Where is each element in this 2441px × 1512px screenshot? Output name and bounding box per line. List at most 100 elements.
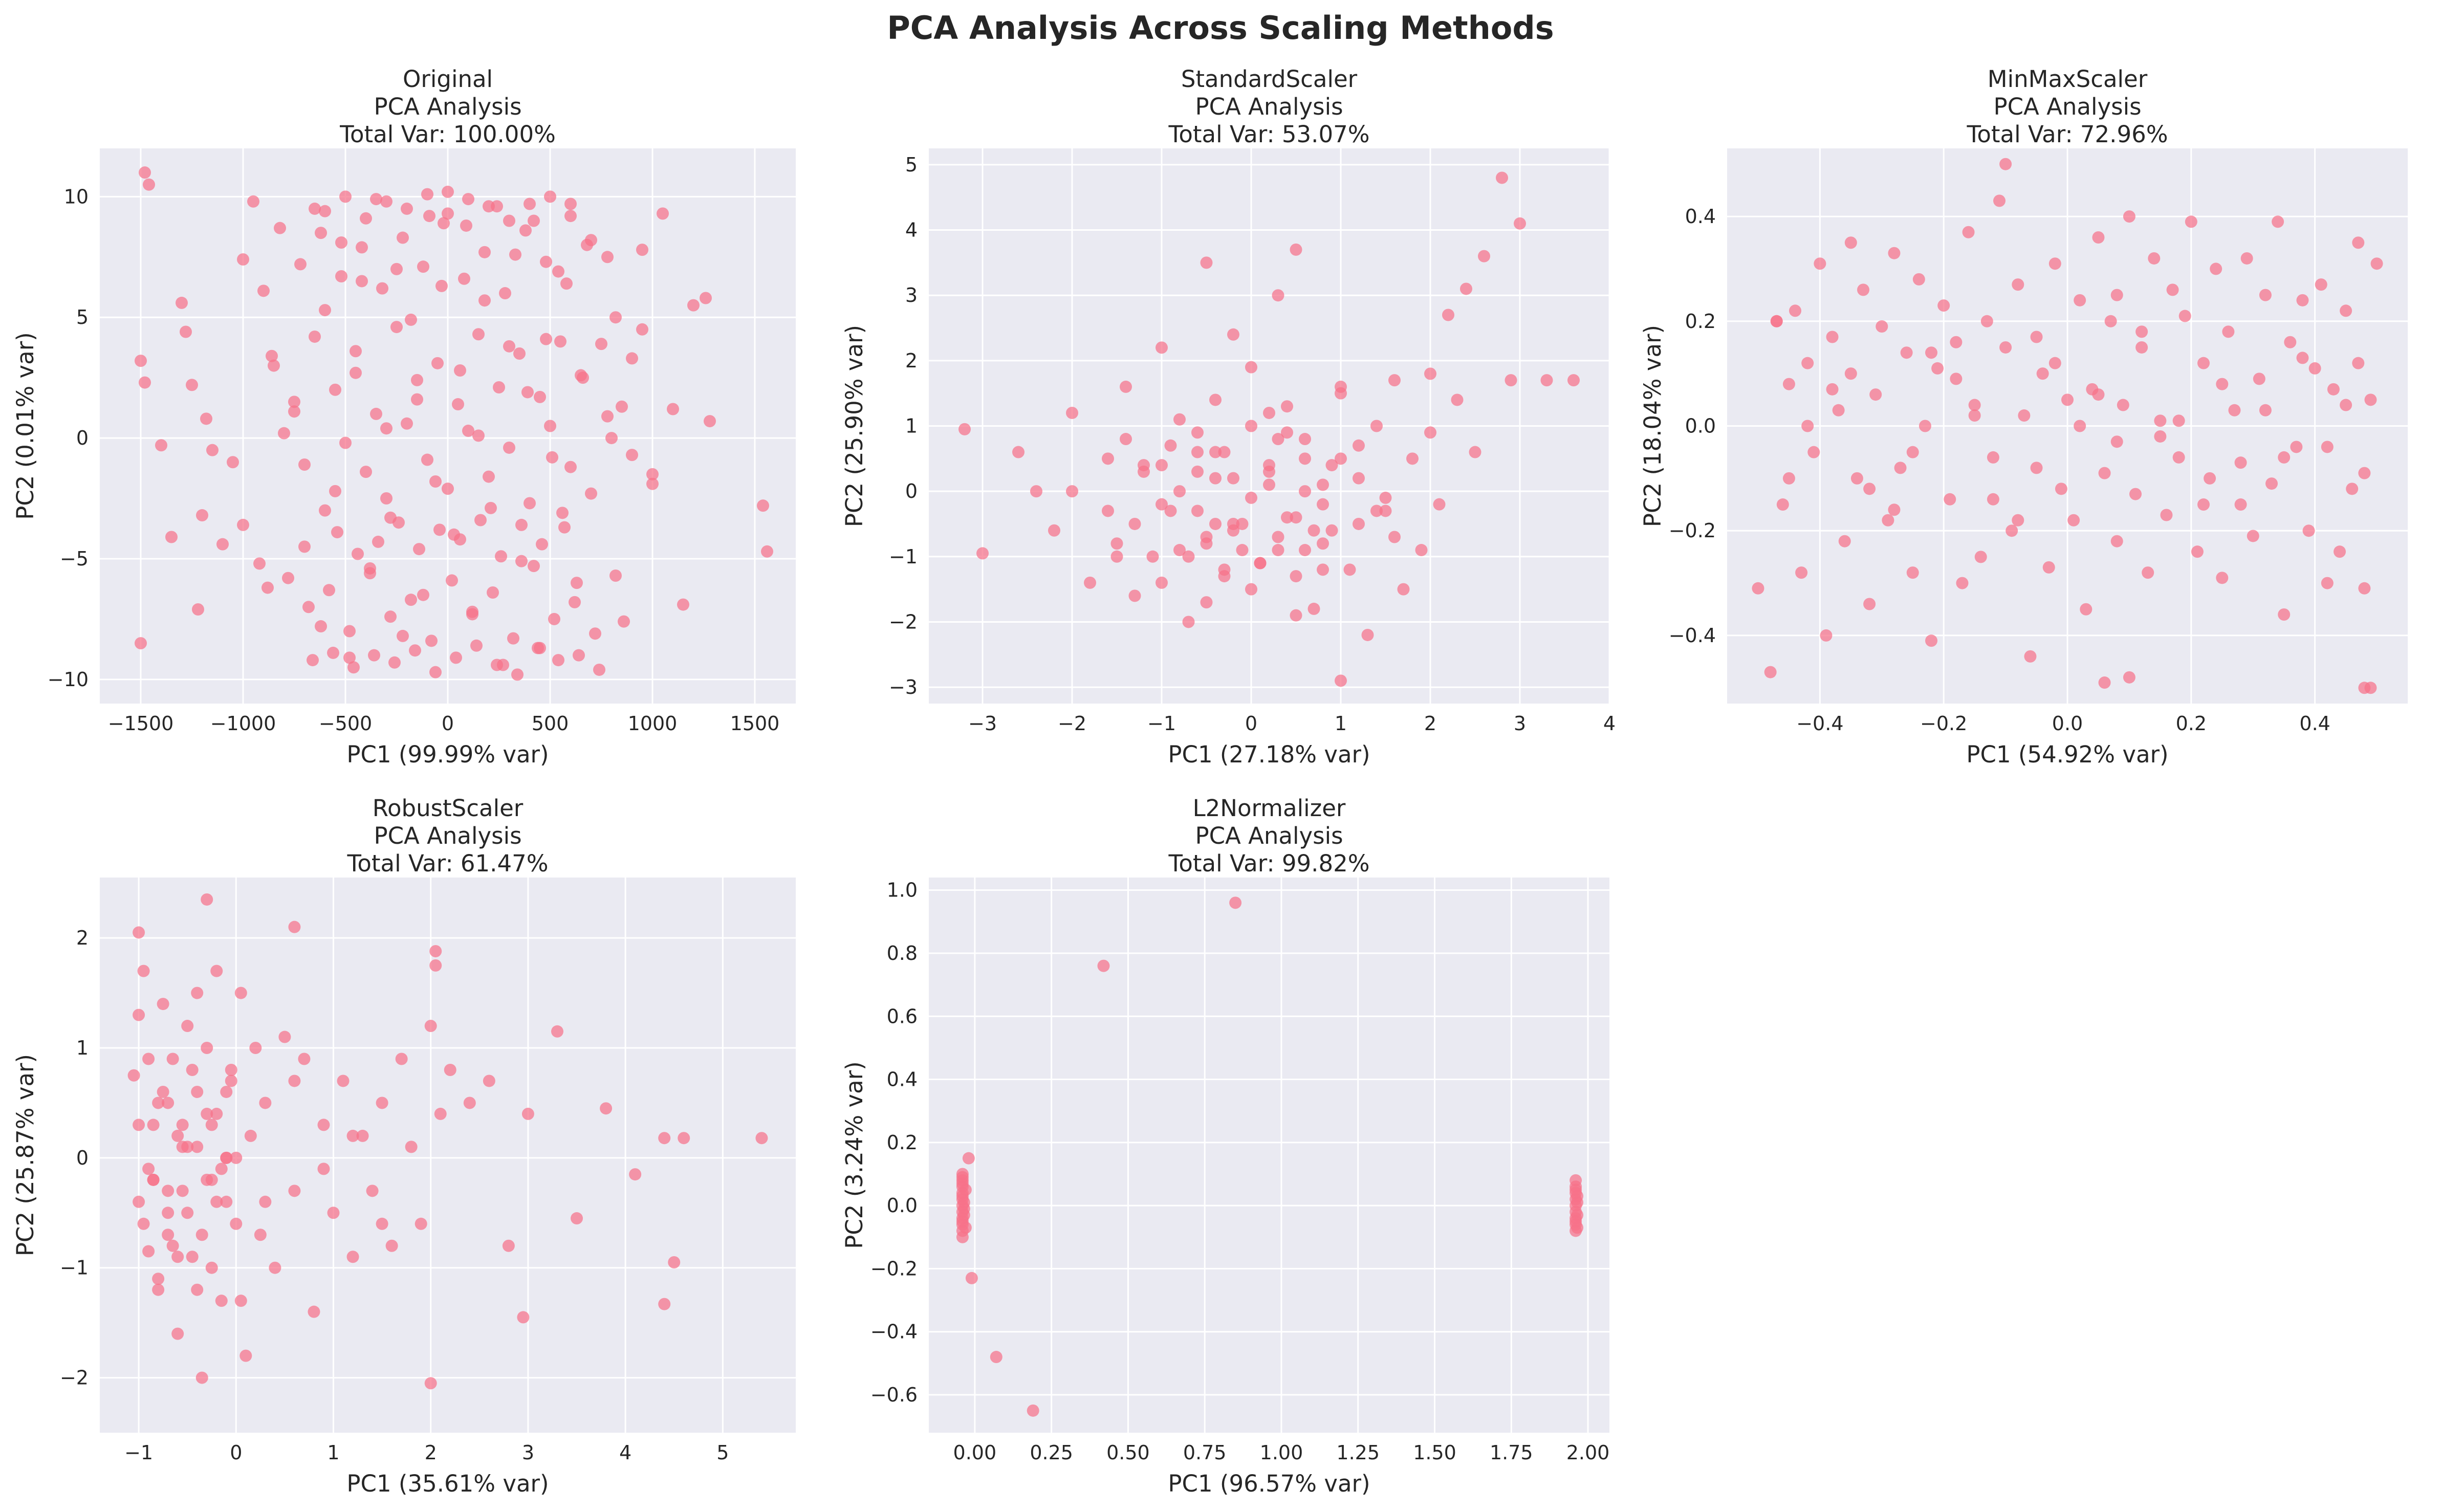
data-point: [1795, 566, 1808, 579]
data-point: [1478, 250, 1490, 262]
data-point: [458, 272, 470, 285]
data-point: [253, 557, 266, 570]
data-point: [1263, 478, 1275, 491]
data-point: [1263, 465, 1275, 478]
data-point: [1173, 413, 1186, 426]
data-point: [1433, 498, 1446, 511]
data-point: [558, 521, 571, 534]
data-point: [1993, 194, 2006, 207]
data-point: [424, 1020, 437, 1033]
scatter-panel-5: 0.00 0.25 0.50 0.75 1.00 1.25 1.50 1.75 2.00 −0.6…: [841, 795, 1609, 1497]
data-point: [2240, 252, 2253, 265]
x-tick-label: −2: [1058, 712, 1086, 735]
data-point: [225, 1063, 237, 1076]
data-point: [278, 1031, 291, 1043]
data-point: [157, 1085, 169, 1098]
data-point: [147, 1173, 160, 1186]
data-point: [380, 492, 393, 505]
data-point: [352, 547, 364, 560]
data-point: [1209, 446, 1222, 458]
data-point: [600, 1102, 613, 1115]
data-point: [215, 1295, 228, 1307]
data-point: [401, 202, 413, 215]
data-point: [2123, 210, 2135, 223]
scatter-panel-4: −1 0 1 2 3 4 5 −2 −1 0 1 2 PC1 (35.61% var) PC2 (25.8…: [12, 795, 796, 1497]
data-point: [1290, 243, 1302, 256]
data-point: [315, 620, 327, 633]
data-point: [249, 1042, 262, 1055]
data-point: [605, 432, 618, 445]
data-point: [959, 1184, 972, 1196]
data-point: [2228, 404, 2241, 417]
data-point: [1128, 517, 1141, 530]
data-point: [1325, 524, 1338, 537]
data-point: [195, 1229, 208, 1241]
data-point: [366, 1185, 379, 1197]
data-point: [1844, 367, 1857, 380]
data-point: [1353, 517, 1365, 530]
data-point: [388, 656, 401, 669]
x-tick-label: 1.00: [1260, 1441, 1303, 1464]
data-point: [257, 284, 270, 297]
data-point: [1164, 505, 1177, 517]
data-point: [2117, 399, 2129, 411]
data-point: [544, 190, 556, 203]
data-point: [1776, 498, 1789, 511]
data-point: [1173, 544, 1186, 557]
x-tick-label: 2: [1424, 712, 1436, 735]
data-point: [515, 518, 528, 531]
data-point: [2030, 462, 2043, 474]
x-tick-label: 1500: [730, 712, 780, 735]
data-point: [2358, 582, 2371, 595]
data-point: [589, 627, 601, 640]
data-point: [1245, 583, 1257, 596]
x-tick-label: −3: [968, 712, 997, 735]
data-point: [317, 1119, 330, 1131]
data-point: [1299, 485, 1311, 498]
data-point: [327, 1207, 340, 1219]
data-point: [266, 349, 278, 362]
y-tick-label: 0: [76, 1147, 89, 1169]
data-point: [1299, 544, 1311, 557]
data-point: [1236, 544, 1249, 557]
x-tick-label: 2: [425, 1441, 437, 1464]
data-point: [474, 514, 487, 527]
data-point: [1789, 304, 1801, 317]
data-point: [1906, 446, 1919, 458]
x-axis-label: PC1 (54.92% var): [1966, 741, 2168, 768]
data-point: [478, 246, 491, 258]
data-point: [1838, 535, 1851, 547]
panel-title-line: PCA Analysis: [1195, 822, 1343, 849]
y-tick-label: 0.6: [887, 1005, 918, 1027]
data-point: [1950, 372, 1963, 385]
data-point: [230, 1217, 243, 1230]
data-point: [564, 198, 577, 210]
data-point: [2055, 483, 2067, 495]
data-point: [1863, 483, 1876, 495]
data-point: [463, 1097, 476, 1109]
data-point: [1379, 491, 1392, 504]
data-point: [274, 222, 286, 234]
x-tick-label: 2.00: [1566, 1441, 1610, 1464]
data-point: [298, 458, 311, 471]
data-point: [571, 577, 583, 589]
data-point: [2364, 682, 2377, 694]
panel-title-line: RobustScaler: [373, 795, 524, 822]
data-point: [466, 605, 478, 618]
data-point: [2278, 451, 2291, 464]
x-tick-label: −1000: [210, 712, 276, 735]
data-point: [201, 1042, 213, 1055]
y-tick-label: 2: [76, 927, 89, 949]
data-point: [564, 210, 577, 223]
x-tick-label: −0.4: [1796, 712, 1843, 735]
data-point: [397, 629, 409, 642]
y-tick-label: −1: [889, 545, 918, 568]
data-point: [288, 396, 300, 408]
data-point: [137, 965, 150, 977]
data-point: [585, 487, 597, 500]
y-tick-label: 0.8: [887, 942, 918, 965]
data-point: [503, 340, 515, 353]
data-point: [319, 504, 331, 517]
data-point: [2104, 315, 2117, 327]
data-point: [327, 646, 339, 659]
